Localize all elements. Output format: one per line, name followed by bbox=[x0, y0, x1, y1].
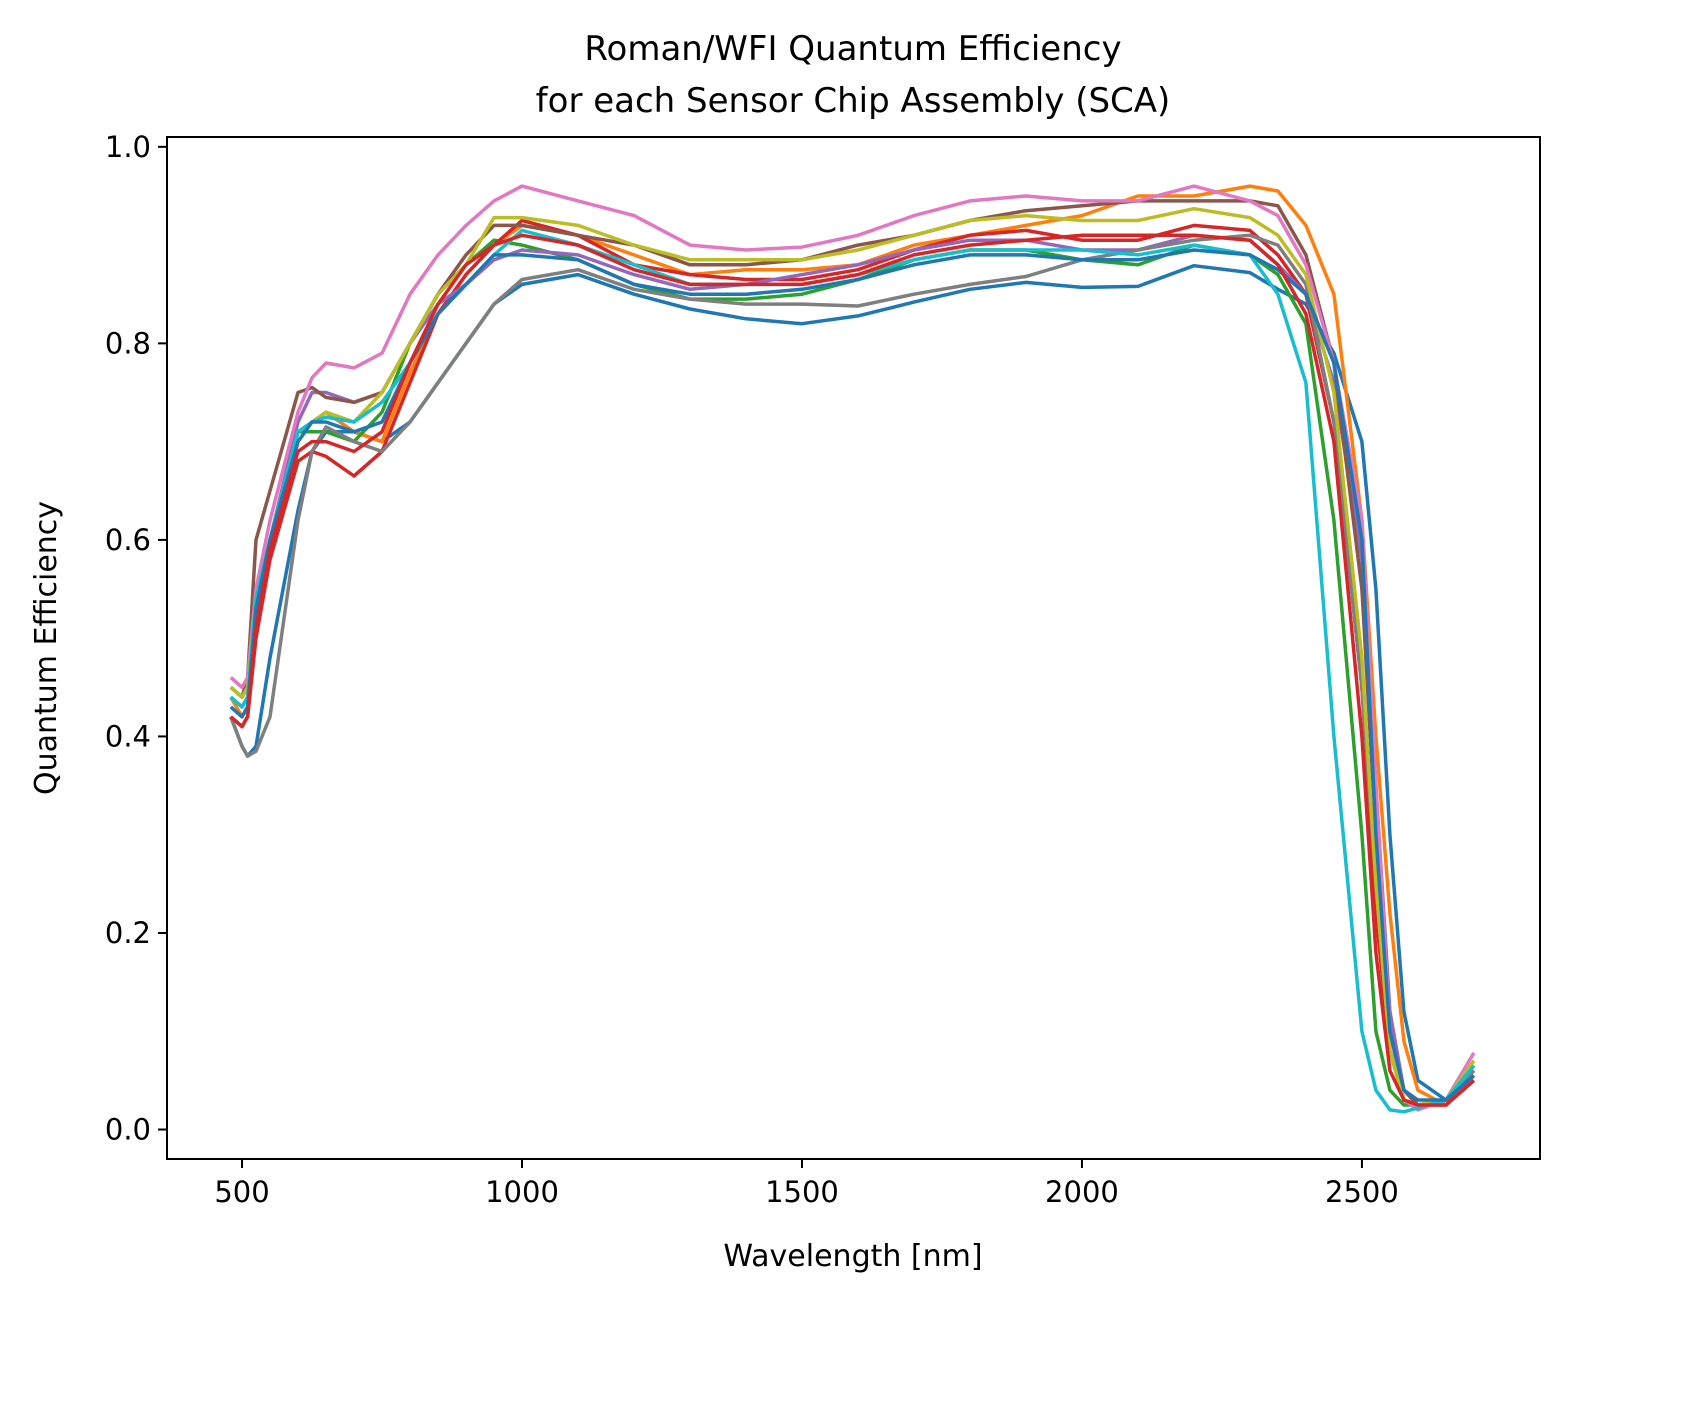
series-line-9 bbox=[229, 206, 1476, 1107]
y-tick-label: 0.8 bbox=[105, 326, 151, 360]
x-tick-label: 1000 bbox=[485, 1175, 559, 1209]
x-axis-ticks: 500 1000 1500 2000 2500 bbox=[214, 1159, 1399, 1209]
x-tick-label: 2500 bbox=[1325, 1175, 1399, 1209]
series-line-8 bbox=[229, 233, 1476, 1107]
x-axis-label: Wavelength [nm] bbox=[723, 1239, 982, 1274]
series-line-3 bbox=[229, 238, 1476, 1107]
y-axis-label: Quantum Efficiency bbox=[29, 501, 64, 795]
y-tick-label: 0.2 bbox=[105, 916, 151, 950]
y-tick-label: 0.0 bbox=[105, 1113, 151, 1147]
x-tick-label: 500 bbox=[214, 1175, 269, 1209]
x-tick-label: 1500 bbox=[765, 1175, 839, 1209]
series-line-12 bbox=[229, 233, 1476, 1107]
chart-title-line-1: Roman/WFI Quantum Efficiency bbox=[584, 29, 1121, 69]
series-line-1 bbox=[229, 263, 1475, 1102]
y-tick-label: 1.0 bbox=[105, 130, 151, 164]
series-line-6 bbox=[229, 199, 1476, 1107]
series-line-7 bbox=[229, 184, 1476, 1112]
series-lines bbox=[229, 184, 1476, 1114]
series-line-5 bbox=[229, 233, 1476, 1107]
y-tick-label: 0.6 bbox=[105, 523, 151, 557]
plot-frame bbox=[166, 136, 1541, 1160]
y-axis-ticks: 0.0 0.2 0.4 0.6 0.8 1.0 bbox=[105, 130, 167, 1147]
x-tick-label: 2000 bbox=[1045, 1175, 1119, 1209]
y-tick-label: 0.4 bbox=[105, 719, 151, 753]
chart-title-line-2: for each Sensor Chip Assembly (SCA) bbox=[536, 81, 1171, 121]
series-line-11 bbox=[229, 248, 1476, 1102]
